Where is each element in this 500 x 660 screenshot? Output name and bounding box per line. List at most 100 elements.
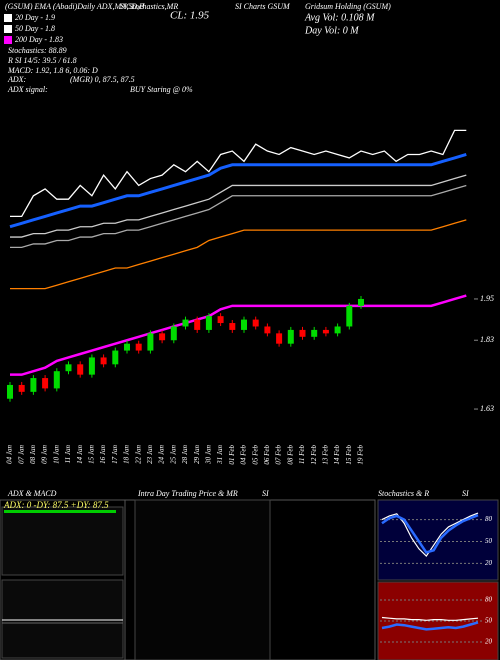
x-tick-label: 29 Jan (193, 445, 201, 464)
stat-line: MACD: 1.92, 1.8 6, 0.06: D (7, 66, 98, 75)
x-tick-label: 04 Jan (6, 445, 14, 464)
ema-line (10, 219, 467, 290)
candle (77, 364, 84, 375)
candle (358, 298, 364, 306)
candle (112, 350, 119, 365)
close-price: CL: 1.95 (170, 10, 210, 22)
x-tick-label: 17 Jan (111, 445, 119, 464)
candle (241, 319, 247, 330)
x-tick-label: 28 Jan (181, 445, 189, 464)
x-tick-label: 07 Jan (17, 445, 25, 464)
stat-line: Stochastics: 88.89 (8, 46, 67, 55)
candle (53, 371, 60, 389)
candle (311, 329, 318, 337)
legend-swatch (4, 14, 12, 22)
candle (264, 326, 271, 334)
panel-title-2: SI (462, 489, 469, 498)
macd-box (1, 579, 124, 659)
x-tick-label: 23 Jan (146, 445, 154, 464)
y-tick-label: 80 (485, 596, 493, 604)
y-tick-label: 80 (485, 515, 493, 523)
x-tick-label: 10 Jan (52, 445, 60, 464)
candle (65, 364, 72, 372)
x-tick-label: 18 Jan (123, 445, 131, 464)
x-tick-label: 07 Feb (275, 445, 283, 465)
candle (100, 357, 107, 365)
y-tick-label: 1.83 (480, 335, 494, 344)
avg-vol: Avg Vol: 0.108 M (304, 12, 375, 23)
candle (124, 343, 130, 351)
header-mid: SI,Stochastics,MR (120, 2, 178, 11)
x-tick-label: 08 Feb (286, 445, 294, 465)
candle (299, 329, 306, 337)
adx-label: ADX: (7, 75, 27, 84)
candle (346, 305, 353, 327)
candle (229, 323, 236, 330)
candle (182, 319, 189, 327)
day-vol: Day Vol: 0 M (304, 25, 359, 36)
panel-title: Intra Day Trading Price & MR (137, 489, 238, 498)
indicator-line (381, 621, 479, 631)
candle (170, 326, 177, 341)
x-tick-label: 04 Feb (240, 445, 248, 465)
x-tick-label: 14 Feb (333, 445, 341, 465)
candle (194, 319, 201, 330)
x-tick-label: 11 Jan (64, 445, 72, 464)
panel-title: Stochastics & R (378, 489, 429, 498)
candle (252, 319, 259, 327)
y-tick-label: 50 (485, 617, 493, 625)
indicator-line (381, 616, 479, 621)
candle (42, 378, 49, 389)
ema-line (9, 153, 467, 229)
candle (135, 343, 142, 351)
stochastics-box (377, 499, 499, 581)
y-tick-label: 1.95 (480, 294, 494, 303)
x-tick-label: 24 Jan (158, 445, 166, 464)
x-tick-label: 11 Feb (298, 445, 306, 465)
x-tick-label: 31 Jan (216, 445, 224, 465)
header-name: SI Charts GSUM (235, 2, 291, 11)
candle (287, 329, 294, 344)
candle (7, 384, 13, 399)
adx-signal-label: ADX signal: (7, 85, 48, 94)
adx-bar (4, 510, 116, 513)
y-tick-label: 20 (485, 638, 493, 646)
x-tick-label: 19 Feb (357, 445, 365, 465)
stat-line: R SI 14/5: 39.5 / 61.8 (7, 56, 77, 65)
x-tick-label: 25 Jan (169, 445, 177, 464)
candle (30, 378, 37, 392)
x-tick-label: 09 Jan (41, 445, 49, 464)
candle (88, 357, 95, 375)
legend-label: 200 Day - 1.83 (15, 35, 63, 44)
x-tick-label: 06 Feb (263, 445, 271, 465)
intraday-box (134, 499, 271, 660)
x-tick-label: 08 Jan (29, 445, 37, 464)
company: Gridsum Holding (GSUM) (305, 2, 391, 11)
adx-box (1, 506, 124, 576)
adx-signal: BUY Staring @ 0% (130, 85, 193, 94)
ema-line (10, 129, 467, 218)
panel-title: ADX & MACD (7, 489, 57, 498)
legend-label: 50 Day - 1.8 (15, 24, 55, 33)
ema-line (10, 174, 467, 238)
legend-swatch (4, 36, 12, 44)
ema-line (10, 294, 467, 376)
y-tick-label: 1.63 (480, 404, 494, 413)
ema-line (10, 184, 467, 249)
x-tick-label: 05 Feb (251, 445, 259, 465)
legend-swatch (4, 25, 12, 33)
x-tick-label: 16 Jan (99, 445, 107, 464)
x-tick-label: 14 Jan (76, 445, 84, 464)
candle (18, 384, 25, 392)
header-left: (GSUM) EMA (Abadi)Daily ADX,MACD,B (5, 2, 144, 11)
x-tick-label: 01 Feb (228, 445, 236, 465)
candle (322, 329, 329, 334)
adx-values: (MGR) 0, 87.5, 87.5 (70, 75, 135, 84)
candle (147, 333, 154, 351)
x-tick-label: 13 Feb (322, 445, 330, 465)
candle (334, 326, 341, 334)
candle (276, 333, 283, 344)
candle (159, 333, 166, 341)
candle (217, 316, 224, 324)
